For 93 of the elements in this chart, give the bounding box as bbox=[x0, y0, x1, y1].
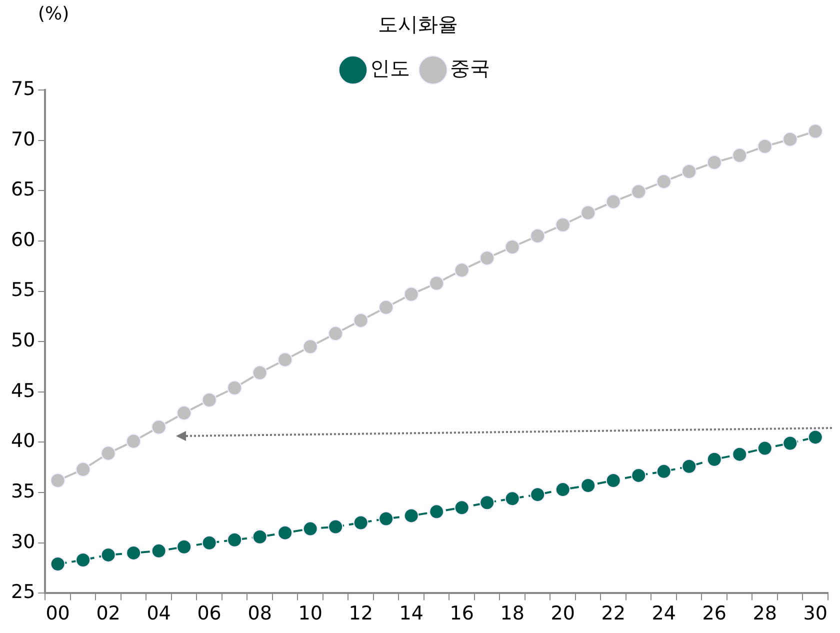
point bbox=[555, 482, 570, 498]
point bbox=[176, 539, 192, 554]
point bbox=[631, 184, 646, 200]
point bbox=[100, 446, 116, 461]
y-tick-label: 70 bbox=[10, 128, 36, 150]
point bbox=[480, 250, 495, 266]
point bbox=[126, 434, 142, 449]
point bbox=[606, 472, 621, 488]
point bbox=[302, 339, 318, 354]
point bbox=[808, 430, 823, 445]
point bbox=[353, 312, 368, 328]
point bbox=[504, 240, 520, 254]
point bbox=[429, 504, 444, 520]
point bbox=[732, 446, 748, 462]
point bbox=[126, 545, 142, 560]
point bbox=[378, 300, 394, 315]
point bbox=[278, 525, 293, 540]
point bbox=[808, 124, 823, 139]
y-tick-label: 60 bbox=[10, 228, 36, 251]
x-tick-label: 20 bbox=[550, 602, 575, 625]
point bbox=[782, 132, 798, 147]
x-tick-label: 10 bbox=[298, 602, 322, 625]
point bbox=[706, 154, 722, 170]
point bbox=[606, 194, 621, 210]
point bbox=[530, 228, 546, 244]
point bbox=[76, 462, 91, 477]
point bbox=[176, 406, 192, 421]
y-axis-title: (%) bbox=[38, 4, 70, 25]
point bbox=[378, 511, 394, 526]
y-tick-label: 30 bbox=[10, 530, 36, 553]
point bbox=[151, 543, 166, 558]
x-tick-label: 26 bbox=[702, 602, 726, 625]
point bbox=[404, 286, 419, 302]
point bbox=[278, 352, 293, 368]
x-tick-label: 30 bbox=[803, 602, 828, 625]
chart-title: 도시화율 bbox=[378, 12, 458, 36]
y-tick-label: 35 bbox=[10, 480, 36, 502]
y-tick-label: 65 bbox=[10, 178, 36, 201]
point bbox=[353, 515, 368, 530]
point bbox=[227, 380, 242, 396]
y-tick-label: 25 bbox=[10, 581, 36, 604]
point bbox=[580, 205, 596, 220]
x-tick-label: 08 bbox=[248, 602, 272, 625]
point bbox=[429, 276, 444, 291]
x-tick-label: 02 bbox=[96, 602, 120, 625]
point bbox=[631, 468, 646, 483]
point bbox=[76, 552, 91, 568]
point bbox=[302, 521, 318, 536]
y-tick-label: 75 bbox=[10, 78, 36, 100]
x-tick-label: 24 bbox=[652, 602, 676, 625]
point bbox=[50, 556, 66, 572]
point bbox=[454, 500, 470, 516]
point bbox=[328, 326, 344, 342]
y-tick-label: 55 bbox=[10, 279, 36, 302]
point bbox=[782, 436, 798, 451]
point bbox=[100, 547, 116, 562]
point bbox=[328, 519, 344, 534]
point bbox=[706, 452, 722, 467]
point bbox=[530, 487, 546, 502]
point bbox=[580, 478, 596, 494]
point bbox=[151, 420, 166, 435]
point bbox=[404, 508, 419, 524]
point bbox=[732, 148, 748, 163]
point bbox=[252, 529, 268, 544]
x-tick-label: 04 bbox=[146, 602, 171, 625]
point bbox=[656, 174, 672, 190]
point bbox=[682, 458, 697, 474]
x-tick-label: 14 bbox=[399, 602, 424, 625]
point bbox=[757, 440, 772, 456]
x-tick-label: 06 bbox=[197, 602, 222, 625]
x-tick-label: 16 bbox=[450, 602, 474, 625]
point bbox=[656, 464, 672, 479]
x-tick-label: 18 bbox=[500, 602, 524, 625]
point bbox=[682, 164, 697, 180]
x-tick-label: 12 bbox=[348, 602, 373, 625]
point bbox=[454, 262, 470, 278]
y-tick-label: 50 bbox=[10, 330, 36, 352]
point bbox=[50, 472, 66, 488]
point bbox=[480, 495, 495, 510]
point bbox=[202, 535, 217, 550]
legend-label: 인도 bbox=[370, 56, 410, 80]
x-tick-label: 00 bbox=[46, 602, 70, 625]
legend-label: 중국 bbox=[450, 56, 490, 80]
y-tick-label: 45 bbox=[10, 380, 36, 402]
point bbox=[757, 138, 772, 154]
point bbox=[227, 532, 242, 548]
point bbox=[504, 491, 520, 506]
point bbox=[202, 392, 217, 408]
point bbox=[555, 217, 570, 232]
x-tick-label: 22 bbox=[601, 602, 626, 625]
x-tick-label: 28 bbox=[752, 602, 777, 625]
point bbox=[252, 365, 268, 380]
y-tick-label: 40 bbox=[10, 430, 36, 452]
